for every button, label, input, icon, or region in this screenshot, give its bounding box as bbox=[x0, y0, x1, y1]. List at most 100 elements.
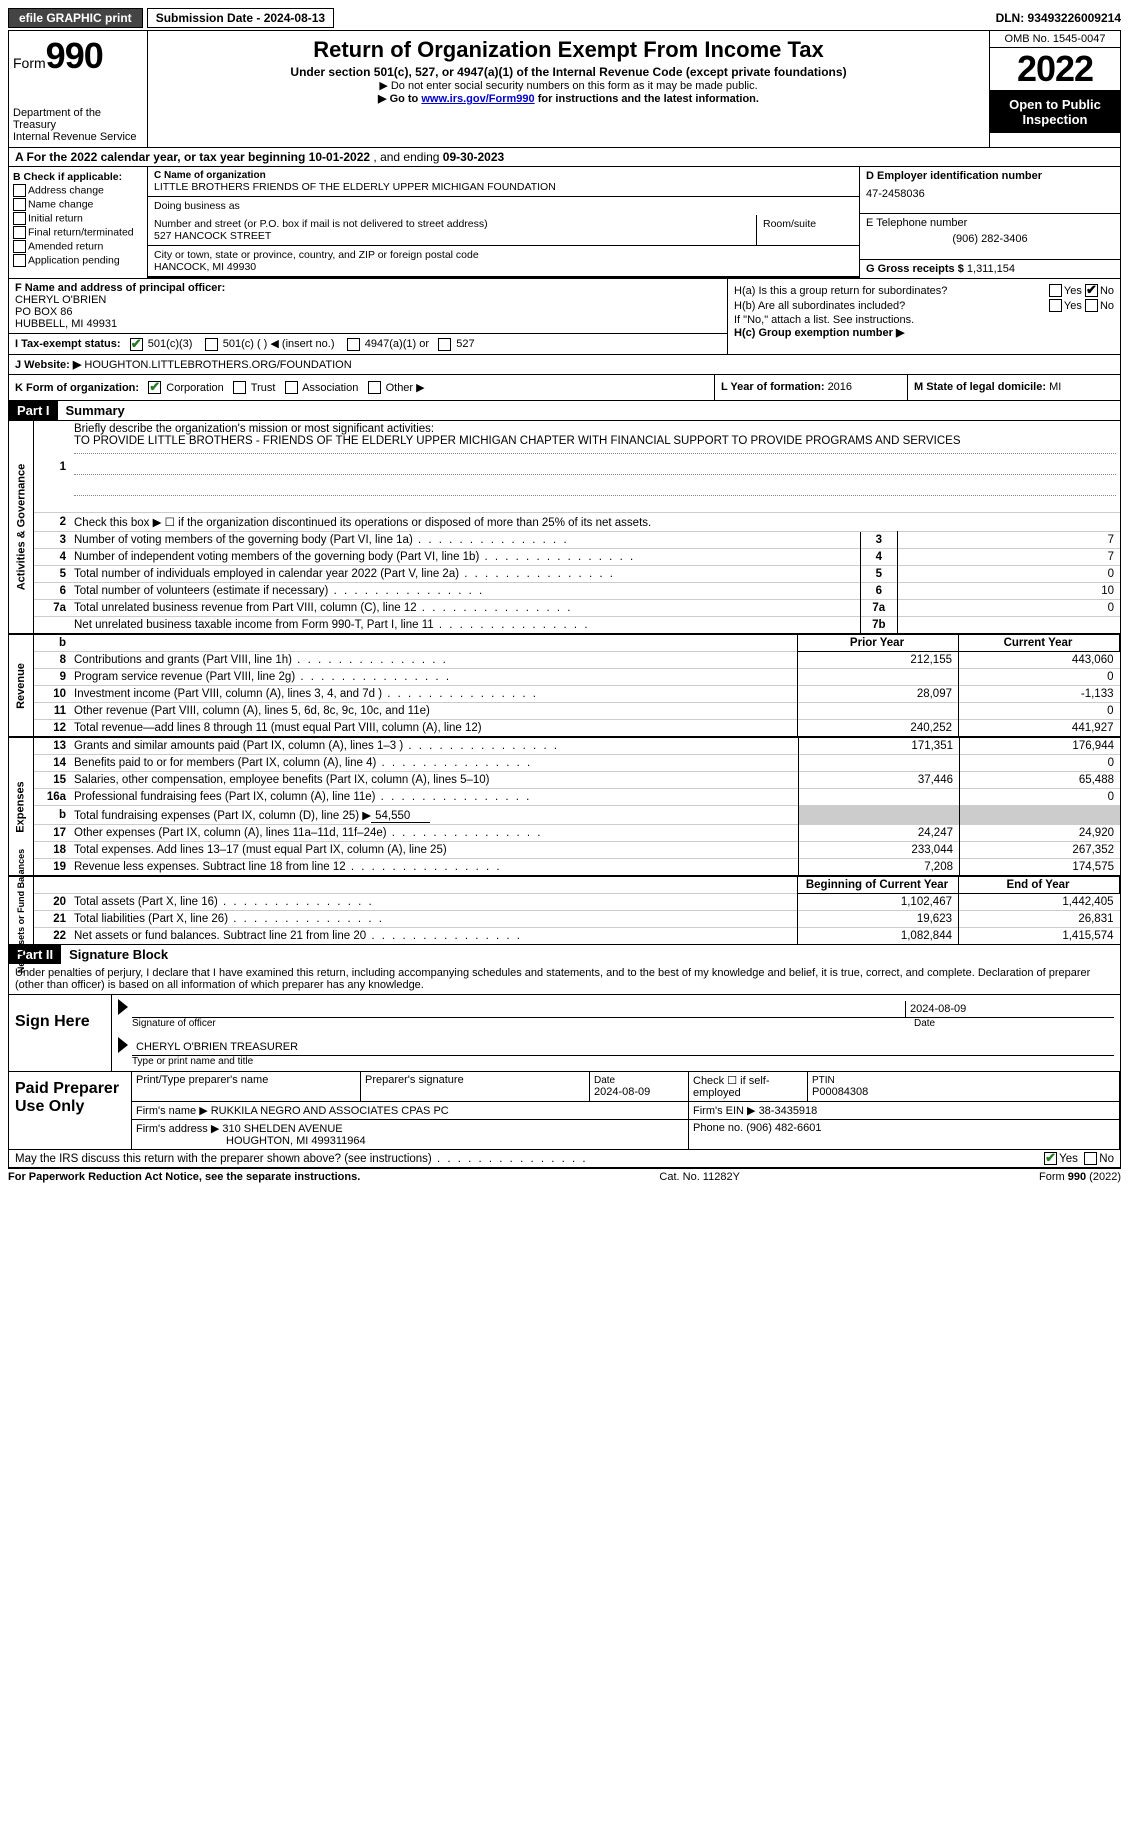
line19-prior: 7,208 bbox=[799, 859, 960, 876]
hb-yes[interactable] bbox=[1049, 299, 1062, 312]
lbl-4947: 4947(a)(1) or bbox=[365, 338, 429, 350]
line19-desc: Revenue less expenses. Subtract line 18 … bbox=[74, 861, 502, 873]
ptin-value: P00084308 bbox=[812, 1086, 868, 1098]
line3-val: 7 bbox=[897, 532, 1120, 549]
k-form-org: K Form of organization: Corporation Trus… bbox=[9, 375, 715, 401]
ha-yes-lbl: Yes bbox=[1064, 285, 1082, 297]
penalty-statement: Under penalties of perjury, I declare th… bbox=[9, 964, 1120, 995]
m-value: MI bbox=[1049, 381, 1061, 393]
line5-val: 0 bbox=[897, 566, 1120, 583]
cb-address-change[interactable]: Address change bbox=[13, 184, 143, 197]
cb-501c[interactable] bbox=[205, 338, 218, 351]
discuss-no[interactable] bbox=[1084, 1152, 1097, 1165]
phone-value: (906) 282-3406 bbox=[866, 233, 1114, 245]
form-title: Return of Organization Exempt From Incom… bbox=[156, 37, 981, 63]
line10-desc: Investment income (Part VIII, column (A)… bbox=[74, 688, 538, 700]
l-year-formation: L Year of formation: 2016 bbox=[715, 375, 908, 401]
current-year-hdr: Current Year bbox=[959, 635, 1120, 652]
part1-label: Part I bbox=[9, 401, 58, 420]
col-b-checkboxes: B Check if applicable: Address change Na… bbox=[9, 167, 148, 278]
discuss-yes[interactable] bbox=[1044, 1152, 1057, 1165]
ha-label: H(a) Is this a group return for subordin… bbox=[734, 285, 1049, 297]
lbl-trust: Trust bbox=[251, 382, 276, 394]
k-label: K Form of organization: bbox=[15, 382, 139, 394]
mission-text: TO PROVIDE LITTLE BROTHERS - FRIENDS OF … bbox=[74, 435, 961, 447]
line13-prior: 171,351 bbox=[799, 738, 960, 755]
line10-curr: -1,133 bbox=[959, 686, 1120, 703]
cb-501c3[interactable] bbox=[130, 338, 143, 351]
sign-name-label: Type or print name and title bbox=[132, 1056, 1114, 1067]
firm-ein-value: 38-3435918 bbox=[759, 1105, 818, 1117]
form-subtitle: Under section 501(c), 527, or 4947(a)(1)… bbox=[156, 65, 981, 79]
line21-begin: 19,623 bbox=[798, 911, 959, 928]
row-a-mid: , and ending bbox=[370, 150, 443, 164]
form-number: 990 bbox=[46, 35, 103, 76]
room-label: Room/suite bbox=[763, 218, 853, 230]
phone-label: E Telephone number bbox=[866, 217, 1114, 229]
omb-number: OMB No. 1545-0047 bbox=[990, 31, 1120, 48]
activities-vlabel: Activities & Governance bbox=[9, 421, 34, 633]
line7a-desc: Total unrelated business revenue from Pa… bbox=[74, 602, 572, 614]
hb-yes-lbl: Yes bbox=[1064, 300, 1082, 312]
line18-curr: 267,352 bbox=[960, 842, 1121, 859]
line4-val: 7 bbox=[897, 549, 1120, 566]
sign-name-value: CHERYL O'BRIEN TREASURER bbox=[132, 1039, 302, 1055]
cb-final-return[interactable]: Final return/terminated bbox=[13, 226, 143, 239]
sign-date-label: Date bbox=[914, 1018, 1114, 1029]
cb-initial-return[interactable]: Initial return bbox=[13, 212, 143, 225]
cb-assoc[interactable] bbox=[285, 381, 298, 394]
header-right: OMB No. 1545-0047 2022 Open to Public In… bbox=[989, 31, 1120, 147]
firm-name-value: RUKKILA NEGRO AND ASSOCIATES CPAS PC bbox=[211, 1105, 449, 1117]
line22-end: 1,415,574 bbox=[959, 928, 1120, 945]
line6-val: 10 bbox=[897, 583, 1120, 600]
block-bcd: B Check if applicable: Address change Na… bbox=[9, 167, 1120, 279]
line20-begin: 1,102,467 bbox=[798, 894, 959, 911]
cb-4947[interactable] bbox=[347, 338, 360, 351]
cb-corp[interactable] bbox=[148, 381, 161, 394]
officer-signature-field[interactable] bbox=[132, 1001, 905, 1017]
hb-no-lbl: No bbox=[1100, 300, 1114, 312]
efile-print-button[interactable]: efile GRAPHIC print bbox=[8, 8, 143, 28]
cb-amended-return[interactable]: Amended return bbox=[13, 240, 143, 253]
line15-desc: Salaries, other compensation, employee b… bbox=[70, 772, 799, 789]
footer-right: Form 990 (2022) bbox=[1039, 1171, 1121, 1183]
cb-application-pending[interactable]: Application pending bbox=[13, 254, 143, 267]
firm-addr-label: Firm's address ▶ bbox=[136, 1123, 222, 1135]
ha-yes[interactable] bbox=[1049, 284, 1062, 297]
firm-addr2: HOUGHTON, MI 499311964 bbox=[226, 1135, 366, 1147]
sign-date-value: 2024-08-09 bbox=[905, 1001, 1114, 1017]
tax-year-begin: 10-01-2022 bbox=[309, 150, 370, 164]
dept-label: Department of the Treasury bbox=[13, 107, 143, 131]
form-note-2: ▶ Go to www.irs.gov/Form990 for instruct… bbox=[156, 92, 981, 105]
street-address: 527 HANCOCK STREET bbox=[154, 230, 750, 242]
cb-name-change[interactable]: Name change bbox=[13, 198, 143, 211]
ha-no[interactable] bbox=[1085, 284, 1098, 297]
l-value: 2016 bbox=[828, 381, 852, 393]
lbl-corp: Corporation bbox=[166, 382, 223, 394]
prep-date-label: Date bbox=[594, 1075, 615, 1086]
cb-527[interactable] bbox=[438, 338, 451, 351]
line12-desc: Total revenue—add lines 8 through 11 (mu… bbox=[70, 720, 798, 737]
sign-sig-label: Signature of officer bbox=[132, 1018, 914, 1029]
line14-prior bbox=[799, 755, 960, 772]
hb-no[interactable] bbox=[1085, 299, 1098, 312]
footer: For Paperwork Reduction Act Notice, see … bbox=[8, 1169, 1121, 1185]
line12-curr: 441,927 bbox=[959, 720, 1120, 737]
line13-desc: Grants and similar amounts paid (Part IX… bbox=[74, 740, 559, 752]
line18-prior: 233,044 bbox=[799, 842, 960, 859]
tax-exempt-status: I Tax-exempt status: 501(c)(3) 501(c) ( … bbox=[9, 333, 727, 354]
row-a-prefix: A For the 2022 calendar year, or tax yea… bbox=[15, 150, 309, 164]
dln-label: DLN: 93493226009214 bbox=[996, 11, 1121, 25]
lbl-assoc: Association bbox=[302, 382, 358, 394]
cb-other[interactable] bbox=[368, 381, 381, 394]
officer-name: CHERYL O'BRIEN bbox=[15, 294, 721, 306]
line16a-prior bbox=[799, 789, 960, 806]
ein-label: D Employer identification number bbox=[866, 170, 1114, 182]
line13-curr: 176,944 bbox=[960, 738, 1121, 755]
line16b-desc: Total fundraising expenses (Part IX, col… bbox=[74, 810, 371, 822]
city-label: City or town, state or province, country… bbox=[154, 249, 853, 261]
expenses-section: Expenses 13Grants and similar amounts pa… bbox=[9, 738, 1120, 877]
h-section: H(a) Is this a group return for subordin… bbox=[728, 279, 1120, 354]
cb-trust[interactable] bbox=[233, 381, 246, 394]
irs-link[interactable]: www.irs.gov/Form990 bbox=[421, 93, 534, 105]
